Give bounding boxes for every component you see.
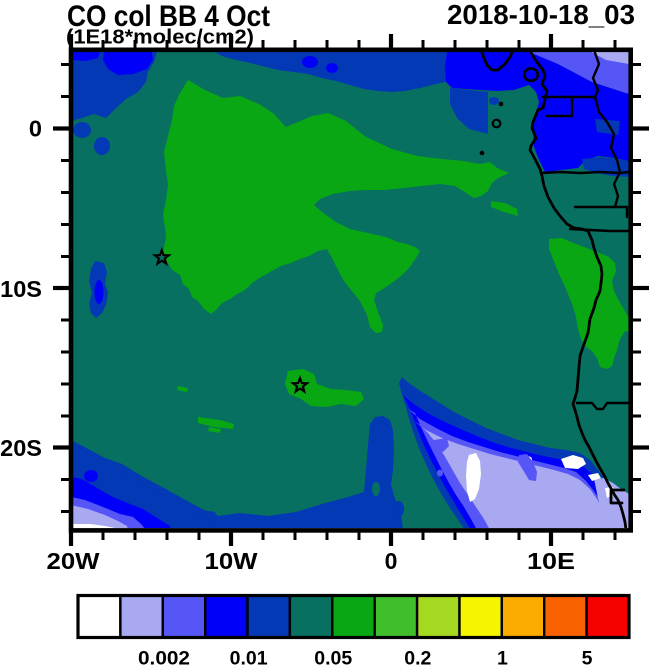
svg-text:0.01: 0.01 — [230, 648, 268, 667]
svg-text:10S: 10S — [0, 276, 42, 302]
svg-text:0: 0 — [29, 116, 42, 142]
svg-text:(1E18*molec/cm2): (1E18*molec/cm2) — [66, 27, 254, 49]
svg-text:0.002: 0.002 — [138, 648, 190, 667]
svg-text:0.2: 0.2 — [404, 648, 431, 667]
svg-text:0: 0 — [385, 548, 398, 574]
svg-text:CO col BB 4 Oct: CO col BB 4 Oct — [67, 0, 270, 33]
svg-text:10W: 10W — [205, 548, 258, 574]
svg-text:20W: 20W — [47, 548, 100, 574]
svg-text:20S: 20S — [0, 435, 42, 461]
svg-text:5: 5 — [582, 648, 593, 667]
svg-text:0.05: 0.05 — [314, 648, 352, 667]
svg-text:1: 1 — [497, 648, 508, 667]
svg-text:10E: 10E — [527, 548, 575, 574]
svg-text:2018-10-18_03: 2018-10-18_03 — [447, 0, 635, 30]
